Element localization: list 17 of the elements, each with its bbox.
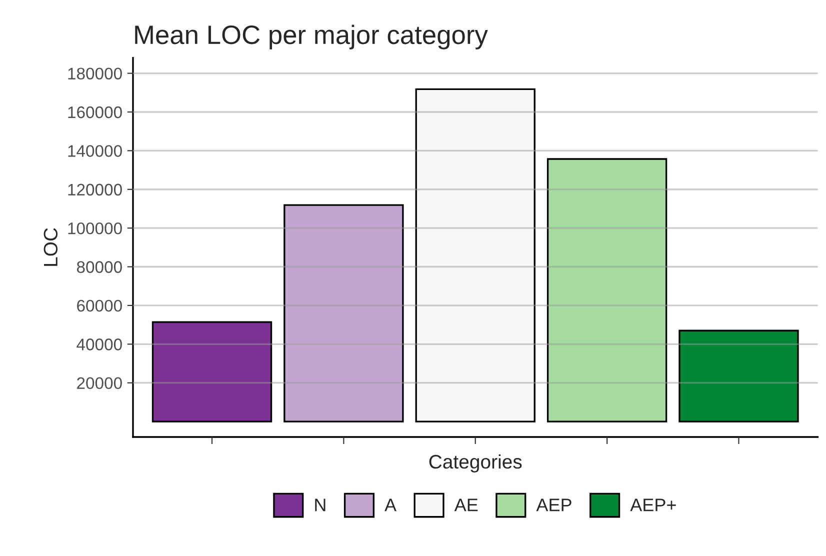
y-tick-label: 120000 [68, 184, 122, 196]
legend-label: N [315, 498, 326, 512]
y-tick-label: 20000 [77, 377, 122, 390]
legend-label: AEP+ [630, 498, 676, 512]
y-tick-label: 40000 [76, 338, 122, 350]
y-tick-label: 80000 [76, 261, 122, 273]
x-axis-title: Categories [429, 454, 522, 473]
y-tick-label: 160000 [68, 106, 122, 118]
y-axis-title: LOC [44, 228, 58, 266]
legend-label: AEP [536, 498, 572, 512]
y-tick-label: 60000 [77, 300, 122, 312]
y-tick-label: 100000 [68, 222, 122, 234]
y-tick-label: 140000 [68, 145, 122, 157]
chart-title: Mean LOC per major category [135, 24, 488, 50]
legend-label: A [384, 498, 397, 512]
legend-label: AE [454, 498, 478, 512]
y-tick-label: 180000 [68, 68, 122, 80]
